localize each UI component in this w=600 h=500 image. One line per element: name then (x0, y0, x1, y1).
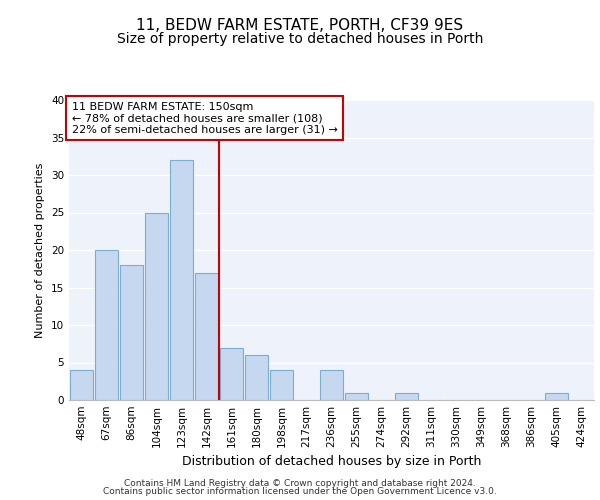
Bar (145, 212, 168, 400)
Bar (195, 272, 218, 400)
Bar (95, 250, 118, 400)
Bar (245, 355, 268, 400)
Bar (320, 370, 343, 400)
Bar (395, 392, 418, 400)
Text: 11, BEDW FARM ESTATE, PORTH, CF39 9ES: 11, BEDW FARM ESTATE, PORTH, CF39 9ES (136, 18, 464, 32)
Text: Size of property relative to detached houses in Porth: Size of property relative to detached ho… (117, 32, 483, 46)
Y-axis label: Number of detached properties: Number of detached properties (35, 162, 46, 338)
Bar (70, 370, 93, 400)
Bar (545, 392, 568, 400)
Bar (345, 392, 368, 400)
Text: 11 BEDW FARM ESTATE: 150sqm
← 78% of detached houses are smaller (108)
22% of se: 11 BEDW FARM ESTATE: 150sqm ← 78% of det… (71, 102, 337, 134)
X-axis label: Distribution of detached houses by size in Porth: Distribution of detached houses by size … (182, 456, 481, 468)
Bar (120, 265, 143, 400)
Bar (220, 348, 243, 400)
Bar (170, 160, 193, 400)
Bar (270, 370, 293, 400)
Text: Contains HM Land Registry data © Crown copyright and database right 2024.: Contains HM Land Registry data © Crown c… (124, 478, 476, 488)
Text: Contains public sector information licensed under the Open Government Licence v3: Contains public sector information licen… (103, 487, 497, 496)
